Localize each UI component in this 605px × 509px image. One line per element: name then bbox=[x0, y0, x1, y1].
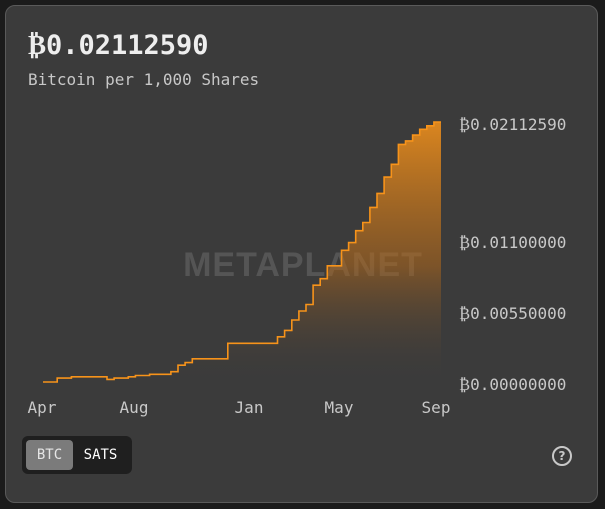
x-tick-label: Sep bbox=[422, 398, 451, 417]
x-tick-label: Jan bbox=[235, 398, 264, 417]
btc-toggle-button[interactable]: BTC bbox=[26, 440, 73, 470]
question-circle-icon[interactable]: ? bbox=[552, 446, 572, 466]
y-tick-label: ₿0.00000000 bbox=[459, 375, 566, 394]
sats-toggle-button[interactable]: SATS bbox=[83, 447, 118, 463]
x-tick-label: Aug bbox=[120, 398, 149, 417]
x-tick-label: May bbox=[325, 398, 354, 417]
x-tick-label: Apr bbox=[28, 398, 57, 417]
y-tick-label: ₿0.00550000 bbox=[459, 304, 566, 323]
bitcoin-per-share-card: ₿0.02112590 Bitcoin per 1,000 Shares bbox=[5, 5, 598, 503]
y-tick-label: ₿0.01100000 bbox=[459, 233, 566, 252]
chart-subtitle: Bitcoin per 1,000 Shares bbox=[28, 70, 260, 89]
current-value: ₿0.02112590 bbox=[28, 30, 209, 61]
y-tick-label: ₿0.02112590 bbox=[459, 115, 566, 134]
series-line bbox=[43, 121, 441, 383]
area-fill bbox=[43, 122, 441, 384]
unit-toggle[interactable]: BTC SATS bbox=[22, 436, 132, 474]
